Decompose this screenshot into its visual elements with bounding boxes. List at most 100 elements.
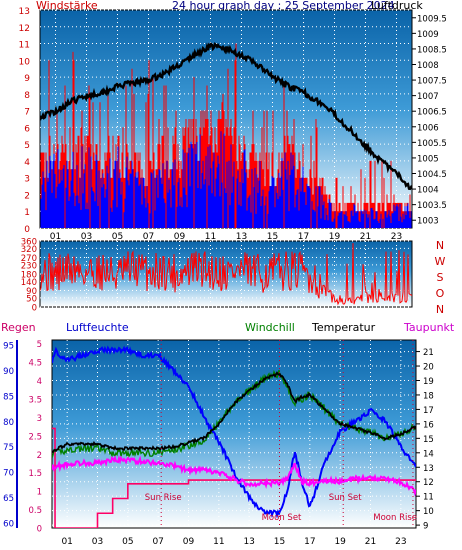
x-tick-label: 23 bbox=[391, 232, 402, 242]
rain-tick-label: 5 bbox=[37, 340, 42, 350]
temperature-tick-label: 16 bbox=[423, 420, 434, 430]
pressure-tick-label: 1005.5 bbox=[417, 139, 447, 149]
temperature-tick-label: 14 bbox=[423, 449, 434, 459]
temperature-tick-label: 20 bbox=[423, 363, 434, 373]
direction-tick-label: 180 bbox=[21, 271, 37, 281]
pressure-tick-label: 1009 bbox=[417, 30, 439, 40]
temperature-y-axis: 9 10 11 12 13 14 15 16 17 18 19 20 21 bbox=[416, 348, 434, 532]
climate-legend: Regen Luftfeuchte Windchill Temperatur Taupu… bbox=[1, 321, 455, 334]
annotation-label: Sun Set bbox=[329, 493, 362, 503]
pressure-line bbox=[40, 41, 412, 191]
x-tick-label: 17 bbox=[298, 232, 309, 242]
x-tick-label: 15 bbox=[274, 537, 285, 547]
rain-tick-label: 0.5 bbox=[28, 506, 42, 516]
x-tick-label: 03 bbox=[81, 232, 92, 242]
x-tick-label: 05 bbox=[122, 537, 133, 547]
x-tick-label: 05 bbox=[112, 232, 123, 242]
pressure-tick-label: 1009.5 bbox=[417, 14, 447, 24]
wind-tick-label: 4 bbox=[24, 158, 30, 168]
legend-label: Luftfeuchte bbox=[66, 321, 129, 334]
rain-tick-label: 2.5 bbox=[28, 432, 42, 442]
wind-axis-title: Windstärke bbox=[36, 0, 98, 12]
compass-label: N bbox=[436, 239, 444, 252]
x-tick-label: 21 bbox=[360, 232, 371, 242]
wind-tick-label: 2 bbox=[24, 191, 30, 201]
humidity-tick-label: 90 bbox=[3, 367, 14, 377]
temperature-tick-label: 19 bbox=[423, 377, 434, 387]
rain-tick-label: 4.5 bbox=[28, 359, 42, 369]
humidity-tick-label: 85 bbox=[3, 392, 14, 402]
wind-tick-label: 8 bbox=[24, 91, 30, 101]
x-tick-label: 09 bbox=[183, 537, 195, 547]
direction-tick-label: 140 bbox=[21, 278, 37, 288]
pressure-tick-label: 1005 bbox=[417, 154, 439, 164]
x-tick-label: 01 bbox=[50, 232, 61, 242]
pressure-tick-label: 1006 bbox=[417, 123, 439, 133]
legend-label: Taupunkt bbox=[403, 321, 455, 334]
direction-tick-label: 0 bbox=[32, 304, 37, 314]
wind-tick-label: 7 bbox=[24, 108, 30, 118]
rain-tick-label: 0 bbox=[37, 525, 42, 535]
x-tick-label: 17 bbox=[304, 537, 315, 547]
rain-line bbox=[52, 427, 416, 528]
pressure-tick-label: 1007 bbox=[417, 92, 439, 102]
rain-tick-label: 1 bbox=[37, 488, 42, 498]
x-tick-label: 23 bbox=[395, 537, 406, 547]
compass-label: O bbox=[436, 287, 445, 300]
pressure-tick-label: 1004 bbox=[417, 186, 439, 196]
x-tick-label: 09 bbox=[174, 232, 186, 242]
humidity-tick-label: 65 bbox=[3, 494, 14, 504]
temperature-tick-label: 10 bbox=[423, 507, 434, 517]
wind-tick-label: 10 bbox=[19, 57, 31, 67]
pressure-tick-label: 1004.5 bbox=[417, 170, 447, 180]
humidity-tick-label: 75 bbox=[3, 443, 14, 453]
wind-x-axis: 01 03 05 07 09 11 13 15 17 19 21 23 bbox=[50, 232, 402, 242]
pressure-tick-label: 1006.5 bbox=[417, 108, 447, 118]
climate-series bbox=[52, 345, 416, 528]
wind-tick-label: 11 bbox=[19, 41, 30, 51]
rain-tick-label: 1.5 bbox=[28, 469, 42, 479]
rain-tick-label: 3.5 bbox=[28, 395, 42, 405]
x-tick-label: 07 bbox=[152, 537, 163, 547]
x-tick-label: 03 bbox=[92, 537, 103, 547]
wind-tick-label: 1 bbox=[24, 208, 30, 218]
temperature-tick-label: 9 bbox=[423, 522, 428, 532]
rain-tick-label: 2 bbox=[37, 451, 42, 461]
dewpoint-line bbox=[52, 454, 416, 497]
wind-tick-label: 3 bbox=[24, 175, 30, 185]
x-tick-label: 01 bbox=[61, 537, 72, 547]
annotation-label: Moon Rise bbox=[373, 513, 417, 523]
humidity-tick-label: 95 bbox=[3, 342, 14, 352]
wind-tick-label: 9 bbox=[24, 74, 30, 84]
direction-tick-label: 230 bbox=[21, 261, 37, 271]
direction-tick-label: 320 bbox=[21, 245, 37, 255]
pressure-tick-label: 1008 bbox=[417, 61, 439, 71]
compass-label: N bbox=[436, 303, 444, 316]
astro-annotations: Sun Rise Sun Set Moon Set Moon Rise bbox=[145, 340, 417, 528]
x-tick-label: 07 bbox=[143, 232, 154, 242]
x-tick-label: 11 bbox=[213, 537, 224, 547]
rain-y-axis: 0 0.5 1 1.5 2 2.5 3 3.5 4 4.5 5 bbox=[28, 340, 42, 534]
wind-direction-line bbox=[40, 243, 412, 306]
wind-tick-label: 12 bbox=[19, 24, 30, 34]
temperature-line bbox=[52, 371, 416, 454]
compass-label: W bbox=[435, 255, 446, 268]
temperature-tick-label: 11 bbox=[423, 493, 434, 503]
temperature-tick-label: 12 bbox=[423, 478, 434, 488]
temperature-tick-label: 15 bbox=[423, 435, 434, 445]
x-tick-label: 11 bbox=[205, 232, 216, 242]
temperature-tick-label: 18 bbox=[423, 391, 434, 401]
pressure-y-axis: 1003 1003.5 1004 1004.5 1005 1005.5 1006 1006.5… bbox=[412, 14, 447, 227]
humidity-tick-label: 60 bbox=[3, 519, 14, 529]
humidity-tick-label: 80 bbox=[3, 418, 14, 428]
wind-tick-label: 13 bbox=[19, 7, 30, 17]
rain-tick-label: 3 bbox=[37, 414, 42, 424]
temperature-tick-label: 13 bbox=[423, 464, 434, 474]
wind-tick-label: 6 bbox=[24, 124, 30, 134]
rain-tick-label: 4 bbox=[37, 377, 42, 387]
pressure-tick-label: 1003.5 bbox=[417, 201, 447, 211]
